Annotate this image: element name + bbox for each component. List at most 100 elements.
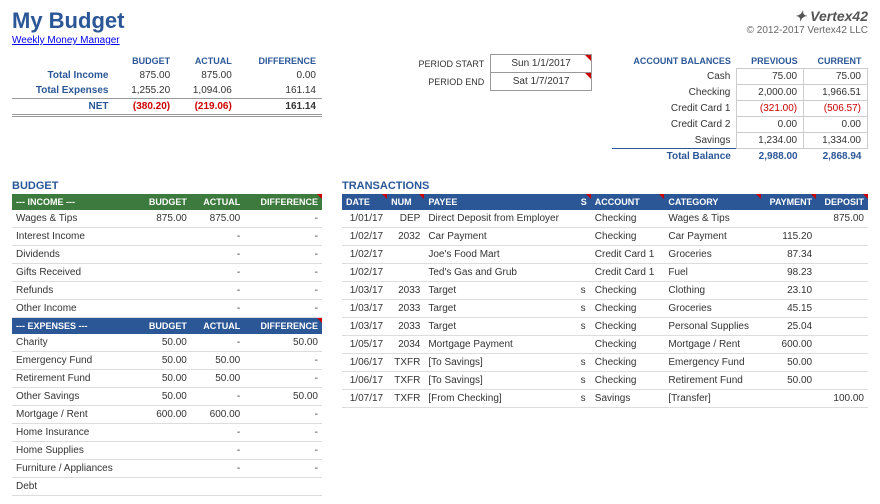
- budget-row-b[interactable]: [136, 424, 191, 442]
- budget-row-b[interactable]: [136, 460, 191, 478]
- trans-num[interactable]: DEP: [387, 210, 424, 228]
- trans-date[interactable]: 1/03/17: [342, 300, 387, 318]
- trans-split[interactable]: s: [576, 318, 591, 336]
- period-start-cell[interactable]: Sun 1/1/2017: [491, 55, 592, 73]
- trans-date[interactable]: 1/03/17: [342, 282, 387, 300]
- trans-payee[interactable]: [From Checking]: [424, 390, 575, 408]
- trans-payment[interactable]: [761, 210, 816, 228]
- trans-payee[interactable]: [To Savings]: [424, 372, 575, 390]
- balance-prev[interactable]: 75.00: [737, 69, 804, 85]
- trans-num[interactable]: [387, 246, 424, 264]
- balance-curr[interactable]: (506.57): [804, 101, 868, 117]
- trans-category[interactable]: Wages & Tips: [664, 210, 761, 228]
- trans-num[interactable]: TXFR: [387, 372, 424, 390]
- trans-account[interactable]: Checking: [591, 282, 665, 300]
- trans-account[interactable]: Savings: [591, 390, 665, 408]
- trans-date[interactable]: 1/02/17: [342, 246, 387, 264]
- budget-row-b[interactable]: [136, 228, 191, 246]
- trans-split[interactable]: [576, 210, 591, 228]
- trans-payment[interactable]: 23.10: [761, 282, 816, 300]
- trans-split[interactable]: s: [576, 300, 591, 318]
- trans-payment[interactable]: 115.20: [761, 228, 816, 246]
- trans-date[interactable]: 1/06/17: [342, 354, 387, 372]
- trans-payee[interactable]: Direct Deposit from Employer: [424, 210, 575, 228]
- trans-category[interactable]: Groceries: [664, 300, 761, 318]
- trans-account[interactable]: Checking: [591, 228, 665, 246]
- trans-payment[interactable]: 50.00: [761, 354, 816, 372]
- trans-num[interactable]: TXFR: [387, 390, 424, 408]
- budget-row-b[interactable]: 50.00: [136, 388, 191, 406]
- trans-payee[interactable]: [To Savings]: [424, 354, 575, 372]
- trans-payee[interactable]: Target: [424, 282, 575, 300]
- trans-payment[interactable]: 600.00: [761, 336, 816, 354]
- budget-row-b[interactable]: [136, 264, 191, 282]
- trans-deposit[interactable]: [816, 354, 868, 372]
- trans-category[interactable]: Clothing: [664, 282, 761, 300]
- trans-deposit[interactable]: [816, 318, 868, 336]
- trans-deposit[interactable]: [816, 228, 868, 246]
- budget-row-b[interactable]: [136, 478, 191, 496]
- period-end-cell[interactable]: Sat 1/7/2017: [491, 73, 592, 91]
- budget-row-b[interactable]: [136, 442, 191, 460]
- trans-account[interactable]: Checking: [591, 336, 665, 354]
- balance-curr[interactable]: 1,966.51: [804, 85, 868, 101]
- trans-payment[interactable]: 45.15: [761, 300, 816, 318]
- trans-deposit[interactable]: [816, 372, 868, 390]
- trans-category[interactable]: Groceries: [664, 246, 761, 264]
- trans-num[interactable]: 2034: [387, 336, 424, 354]
- trans-payment[interactable]: 25.04: [761, 318, 816, 336]
- trans-deposit[interactable]: 875.00: [816, 210, 868, 228]
- trans-account[interactable]: Credit Card 1: [591, 264, 665, 282]
- trans-category[interactable]: Personal Supplies: [664, 318, 761, 336]
- trans-date[interactable]: 1/03/17: [342, 318, 387, 336]
- trans-deposit[interactable]: [816, 264, 868, 282]
- trans-split[interactable]: s: [576, 390, 591, 408]
- trans-deposit[interactable]: [816, 300, 868, 318]
- trans-payment[interactable]: [761, 390, 816, 408]
- trans-date[interactable]: 1/01/17: [342, 210, 387, 228]
- trans-split[interactable]: s: [576, 354, 591, 372]
- trans-date[interactable]: 1/02/17: [342, 264, 387, 282]
- balance-prev[interactable]: 2,000.00: [737, 85, 804, 101]
- trans-payee[interactable]: Car Payment: [424, 228, 575, 246]
- trans-payment[interactable]: 87.34: [761, 246, 816, 264]
- budget-row-b[interactable]: 875.00: [136, 210, 191, 228]
- trans-deposit[interactable]: [816, 282, 868, 300]
- trans-num[interactable]: [387, 264, 424, 282]
- trans-num[interactable]: TXFR: [387, 354, 424, 372]
- balance-curr[interactable]: 1,334.00: [804, 133, 868, 149]
- trans-num[interactable]: 2033: [387, 282, 424, 300]
- trans-num[interactable]: 2033: [387, 318, 424, 336]
- trans-split[interactable]: [576, 264, 591, 282]
- trans-split[interactable]: s: [576, 372, 591, 390]
- budget-row-b[interactable]: [136, 246, 191, 264]
- trans-num[interactable]: 2032: [387, 228, 424, 246]
- trans-date[interactable]: 1/06/17: [342, 372, 387, 390]
- trans-payee[interactable]: Target: [424, 318, 575, 336]
- trans-split[interactable]: [576, 228, 591, 246]
- trans-account[interactable]: Checking: [591, 372, 665, 390]
- trans-payee[interactable]: Mortgage Payment: [424, 336, 575, 354]
- trans-payment[interactable]: 50.00: [761, 372, 816, 390]
- budget-row-b[interactable]: 600.00: [136, 406, 191, 424]
- trans-split[interactable]: [576, 246, 591, 264]
- balance-prev[interactable]: 0.00: [737, 117, 804, 133]
- trans-account[interactable]: Credit Card 1: [591, 246, 665, 264]
- trans-num[interactable]: 2033: [387, 300, 424, 318]
- balance-curr[interactable]: 0.00: [804, 117, 868, 133]
- trans-category[interactable]: [Transfer]: [664, 390, 761, 408]
- trans-category[interactable]: Car Payment: [664, 228, 761, 246]
- trans-payee[interactable]: Joe's Food Mart: [424, 246, 575, 264]
- trans-split[interactable]: [576, 336, 591, 354]
- trans-category[interactable]: Retirement Fund: [664, 372, 761, 390]
- trans-date[interactable]: 1/02/17: [342, 228, 387, 246]
- trans-category[interactable]: Mortgage / Rent: [664, 336, 761, 354]
- trans-category[interactable]: Emergency Fund: [664, 354, 761, 372]
- subtitle-link[interactable]: Weekly Money Manager: [12, 35, 120, 46]
- trans-payee[interactable]: Target: [424, 300, 575, 318]
- trans-account[interactable]: Checking: [591, 300, 665, 318]
- trans-split[interactable]: s: [576, 282, 591, 300]
- trans-account[interactable]: Checking: [591, 210, 665, 228]
- trans-account[interactable]: Checking: [591, 318, 665, 336]
- trans-date[interactable]: 1/05/17: [342, 336, 387, 354]
